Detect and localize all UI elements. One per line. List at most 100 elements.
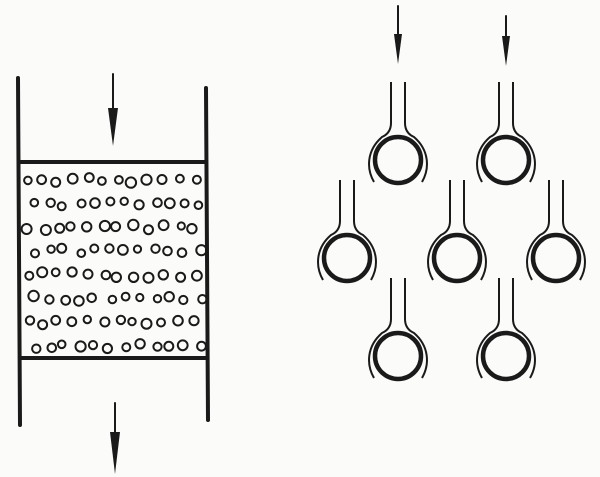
bed-particle — [20, 223, 33, 235]
bed-particle — [23, 175, 33, 186]
column-right-wall — [204, 86, 210, 422]
particle-with-streamlines — [427, 180, 487, 284]
streamline-left — [368, 82, 392, 183]
streamline-right — [512, 82, 536, 183]
streamline-left — [476, 82, 500, 183]
bed-particle — [195, 244, 208, 257]
bed-particle — [117, 244, 129, 256]
bed-particle — [150, 243, 161, 254]
bed-particle — [56, 339, 67, 350]
bed-particle — [39, 224, 52, 236]
streamline-right — [404, 82, 428, 183]
bed-particle — [133, 199, 145, 211]
streamline-right — [463, 180, 487, 281]
particle — [372, 330, 424, 382]
bed-particle — [152, 341, 163, 352]
bed-particle — [196, 340, 207, 352]
bed-particle — [81, 221, 93, 233]
bed-particle — [163, 291, 175, 303]
bed-particle — [176, 247, 188, 258]
bed-particle — [97, 176, 107, 186]
bed-particle — [45, 197, 56, 209]
bed-particle — [114, 175, 124, 185]
column-left-wall — [16, 76, 22, 427]
bed-particle — [156, 317, 166, 328]
particle-with-streamlines — [368, 82, 428, 186]
streamline-right — [404, 278, 428, 379]
bed-particle — [50, 314, 62, 326]
bed-particle — [163, 340, 175, 352]
bed-particle — [24, 270, 35, 281]
particle — [372, 134, 424, 186]
bed-particle — [50, 267, 61, 278]
bed-particle — [110, 221, 122, 233]
bed-particle — [156, 174, 168, 185]
bed-particle — [124, 176, 138, 189]
inlet-arrow-right — [502, 15, 510, 66]
bed-particle — [191, 174, 202, 185]
inlet-arrow — [108, 73, 118, 146]
bed-particles — [20, 172, 208, 355]
streamline-left — [476, 278, 500, 379]
bed-particle — [29, 197, 40, 208]
bed-particle — [140, 317, 153, 330]
bed-particle — [172, 314, 184, 327]
bed-particle — [82, 268, 94, 280]
bed-particle — [176, 339, 189, 352]
streamline-left — [368, 278, 392, 379]
bed-particle — [105, 196, 116, 207]
bed-particle — [50, 176, 62, 188]
particle — [480, 134, 532, 186]
bed-particle — [142, 271, 155, 284]
bed-particle — [191, 269, 203, 282]
bed-particle — [143, 224, 154, 236]
bed-particle — [66, 316, 78, 328]
single-particles-panel — [317, 5, 586, 382]
bed-particle — [110, 271, 123, 283]
particle — [321, 232, 373, 284]
outlet-arrow — [110, 402, 120, 474]
bed-particle — [56, 242, 68, 254]
particle-with-streamlines — [368, 278, 428, 382]
bed-particle — [27, 289, 40, 303]
bed-particle — [37, 319, 49, 331]
bed-particle — [101, 342, 114, 355]
bed-particle — [66, 266, 78, 278]
bed-particle — [74, 340, 87, 353]
particle — [431, 232, 483, 284]
bed-particle — [175, 173, 185, 184]
particle-with-streamlines — [476, 278, 536, 382]
bed-particle — [132, 244, 143, 254]
particle — [530, 232, 582, 284]
bed-particle — [36, 174, 47, 186]
bed-particle — [99, 316, 111, 328]
bed-particle — [87, 340, 99, 351]
bed-particle — [193, 200, 204, 210]
bed-particle — [54, 222, 66, 234]
bed-particle — [86, 292, 97, 304]
bed-particle — [60, 294, 72, 306]
bed-particle — [119, 196, 129, 207]
bed-particle — [98, 219, 112, 233]
bed-particle — [157, 219, 170, 232]
bed-particle — [175, 271, 187, 283]
particle-with-streamlines — [526, 180, 586, 284]
bed-particle — [100, 269, 112, 281]
streamline-left — [317, 180, 341, 281]
packed-bed-panel — [16, 73, 210, 474]
streamline-right — [562, 180, 586, 281]
bed-particle — [127, 271, 140, 283]
bed-particle — [140, 173, 153, 186]
streamline-left — [427, 180, 451, 281]
bed-particle — [104, 243, 115, 254]
bed-particle — [83, 172, 95, 183]
bed-particle — [24, 315, 36, 326]
particle — [480, 330, 532, 382]
bed-particle — [127, 218, 140, 232]
bed-particle — [134, 338, 146, 350]
bed-particle — [163, 197, 176, 210]
bed-particle — [115, 314, 127, 326]
bed-particle — [65, 221, 76, 232]
